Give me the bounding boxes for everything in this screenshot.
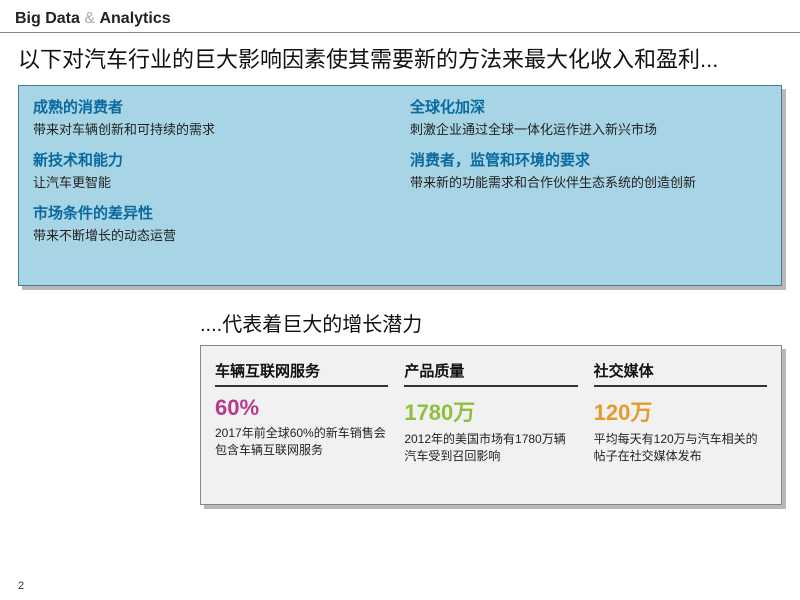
factor-heading: 成熟的消费者 <box>33 96 390 117</box>
factor-heading: 全球化加深 <box>410 96 767 117</box>
factors-panel: 成熟的消费者 带来对车辆创新和可持续的需求 新技术和能力 让汽车更智能 市场条件… <box>18 85 782 287</box>
stat-block: 车辆互联网服务 60% 2017年前全球60%的新车销售会包含车辆互联网服务 <box>215 360 388 486</box>
factor-item: 市场条件的差异性 带来不断增长的动态运营 <box>33 202 390 245</box>
factors-left-col: 成熟的消费者 带来对车辆创新和可持续的需求 新技术和能力 让汽车更智能 市场条件… <box>33 96 390 256</box>
stat-heading: 车辆互联网服务 <box>215 360 388 387</box>
stat-value: 120万 <box>594 395 767 427</box>
factor-heading: 市场条件的差异性 <box>33 202 390 223</box>
stat-heading: 产品质量 <box>404 360 577 387</box>
stat-block: 社交媒体 120万 平均每天有120万与汽车相关的帖子在社交媒体发布 <box>594 360 767 486</box>
stat-heading: 社交媒体 <box>594 360 767 387</box>
factor-item: 消费者，监管和环境的要求 带来新的功能需求和合作伙伴生态系统的创造创新 <box>410 149 767 192</box>
stat-desc: 2012年的美国市场有1780万辆汽车受到召回影响 <box>404 431 577 465</box>
factor-desc: 带来不断增长的动态运营 <box>33 227 390 245</box>
factor-item: 新技术和能力 让汽车更智能 <box>33 149 390 192</box>
factor-heading: 消费者，监管和环境的要求 <box>410 149 767 170</box>
page-title: 以下对汽车行业的巨大影响因素使其需要新的方法来最大化收入和盈利... <box>0 33 800 85</box>
brand-post: Analytics <box>99 10 170 27</box>
page-number: 2 <box>18 580 24 592</box>
brand-amp: & <box>80 10 100 27</box>
factor-item: 全球化加深 刺激企业通过全球一体化运作进入新兴市场 <box>410 96 767 139</box>
factor-heading: 新技术和能力 <box>33 149 390 170</box>
stat-value: 60% <box>215 395 388 421</box>
factor-item: 成熟的消费者 带来对车辆创新和可持续的需求 <box>33 96 390 139</box>
factor-desc: 让汽车更智能 <box>33 174 390 192</box>
factors-panel-body: 成熟的消费者 带来对车辆创新和可持续的需求 新技术和能力 让汽车更智能 市场条件… <box>18 85 782 287</box>
stat-block: 产品质量 1780万 2012年的美国市场有1780万辆汽车受到召回影响 <box>404 360 577 486</box>
stats-panel-body: 车辆互联网服务 60% 2017年前全球60%的新车销售会包含车辆互联网服务 产… <box>200 345 782 505</box>
factor-desc: 带来对车辆创新和可持续的需求 <box>33 121 390 139</box>
stat-value: 1780万 <box>404 395 577 427</box>
stat-desc: 2017年前全球60%的新车销售会包含车辆互联网服务 <box>215 425 388 459</box>
factor-desc: 刺激企业通过全球一体化运作进入新兴市场 <box>410 121 767 139</box>
stat-desc: 平均每天有120万与汽车相关的帖子在社交媒体发布 <box>594 431 767 465</box>
subtitle: ....代表着巨大的增长潜力 <box>200 308 800 337</box>
brand-pre: Big Data <box>15 10 80 27</box>
stats-panel: 车辆互联网服务 60% 2017年前全球60%的新车销售会包含车辆互联网服务 产… <box>200 345 782 505</box>
factor-desc: 带来新的功能需求和合作伙伴生态系统的创造创新 <box>410 174 767 192</box>
page-header: Big Data & Analytics <box>0 0 800 33</box>
factors-right-col: 全球化加深 刺激企业通过全球一体化运作进入新兴市场 消费者，监管和环境的要求 带… <box>410 96 767 256</box>
